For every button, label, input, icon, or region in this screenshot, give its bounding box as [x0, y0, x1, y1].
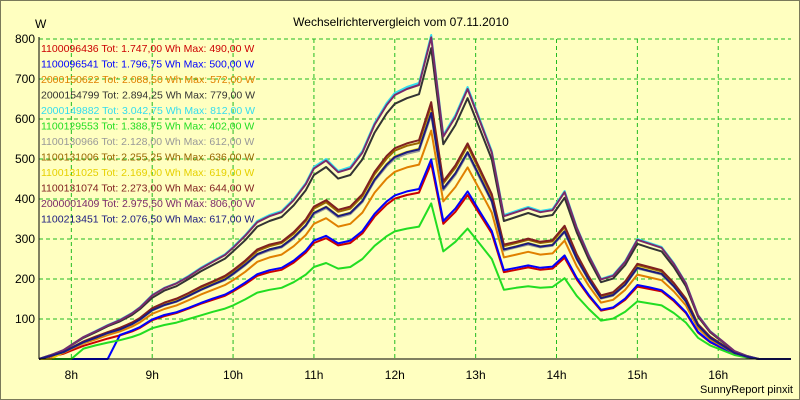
legend-entry: 2000150622 Tot: 2.088,50 Wh Max: 572,00 … [41, 74, 255, 86]
y-tick-label: 400 [15, 192, 35, 206]
y-tick-label: 600 [15, 112, 35, 126]
chart-title: Wechselrichtervergleich vom 07.11.2010 [293, 15, 509, 29]
series-line [38, 47, 791, 360]
x-tick-label: 13h [466, 368, 486, 382]
series-line [38, 129, 791, 360]
footer-credit: SunnyReport pinxit [700, 384, 793, 396]
series-lines [38, 34, 791, 360]
series-line [39, 202, 791, 360]
legend-entry: 2000149882 Tot: 3.042,75 Wh Max: 812,00 … [41, 105, 255, 117]
x-tick-label: 8h [65, 368, 78, 382]
x-tick-label: 11h [304, 368, 323, 382]
series-line [38, 101, 791, 360]
x-tick-label: 10h [223, 368, 243, 382]
legend-entry: 1100213451 Tot: 2.076,50 Wh Max: 617,00 … [41, 214, 254, 226]
legend-entry: 1100096541 Tot: 1.796,75 Wh Max: 500,00 … [41, 59, 254, 71]
legend: 1100096436 Tot: 1.747,00 Wh Max: 490,00 … [41, 43, 255, 226]
y-tick-label: 300 [15, 232, 35, 246]
x-tick-label: 12h [385, 368, 405, 382]
legend-entry: 1100096436 Tot: 1.747,00 Wh Max: 490,00 … [41, 43, 254, 55]
series-line [39, 158, 791, 360]
y-tick-label: 100 [15, 312, 35, 326]
y-tick-label: 500 [15, 152, 35, 166]
x-tick-label: 14h [546, 368, 566, 382]
axes [38, 37, 791, 360]
x-tick-label: 15h [627, 368, 647, 382]
legend-entry: 1100131074 Tot: 2.273,00 Wh Max: 644,00 … [41, 183, 254, 195]
y-tick-label: 800 [15, 32, 35, 46]
x-tick-label: 9h [146, 368, 159, 382]
series-line [38, 36, 791, 360]
legend-entry: 1100131006 Tot: 2.255,25 Wh Max: 636,00 … [41, 152, 254, 164]
legend-entry: 1100130966 Tot: 2.128,00 Wh Max: 612,00 … [41, 136, 254, 148]
legend-entry: 2000001409 Tot: 2.975,50 Wh Max: 806,00 … [41, 198, 255, 210]
y-tick-label: 200 [15, 272, 35, 286]
legend-entry: 1100131025 Tot: 2.169,00 Wh Max: 619,00 … [41, 167, 254, 179]
legend-entry: 1100129553 Tot: 1.388,75 Wh Max: 402,00 … [41, 121, 254, 133]
legend-entry: 2000154799 Tot: 2.894,25 Wh Max: 779,00 … [41, 90, 255, 102]
series-line [38, 112, 791, 360]
y-tick-label: 700 [15, 72, 35, 86]
x-tick-label: 16h [708, 368, 728, 382]
y-axis-label: W [35, 17, 47, 31]
tick-labels: 100 200 300 400 500 600 700 800 8h 9h 10h 11h 12h 13h… [15, 32, 728, 382]
